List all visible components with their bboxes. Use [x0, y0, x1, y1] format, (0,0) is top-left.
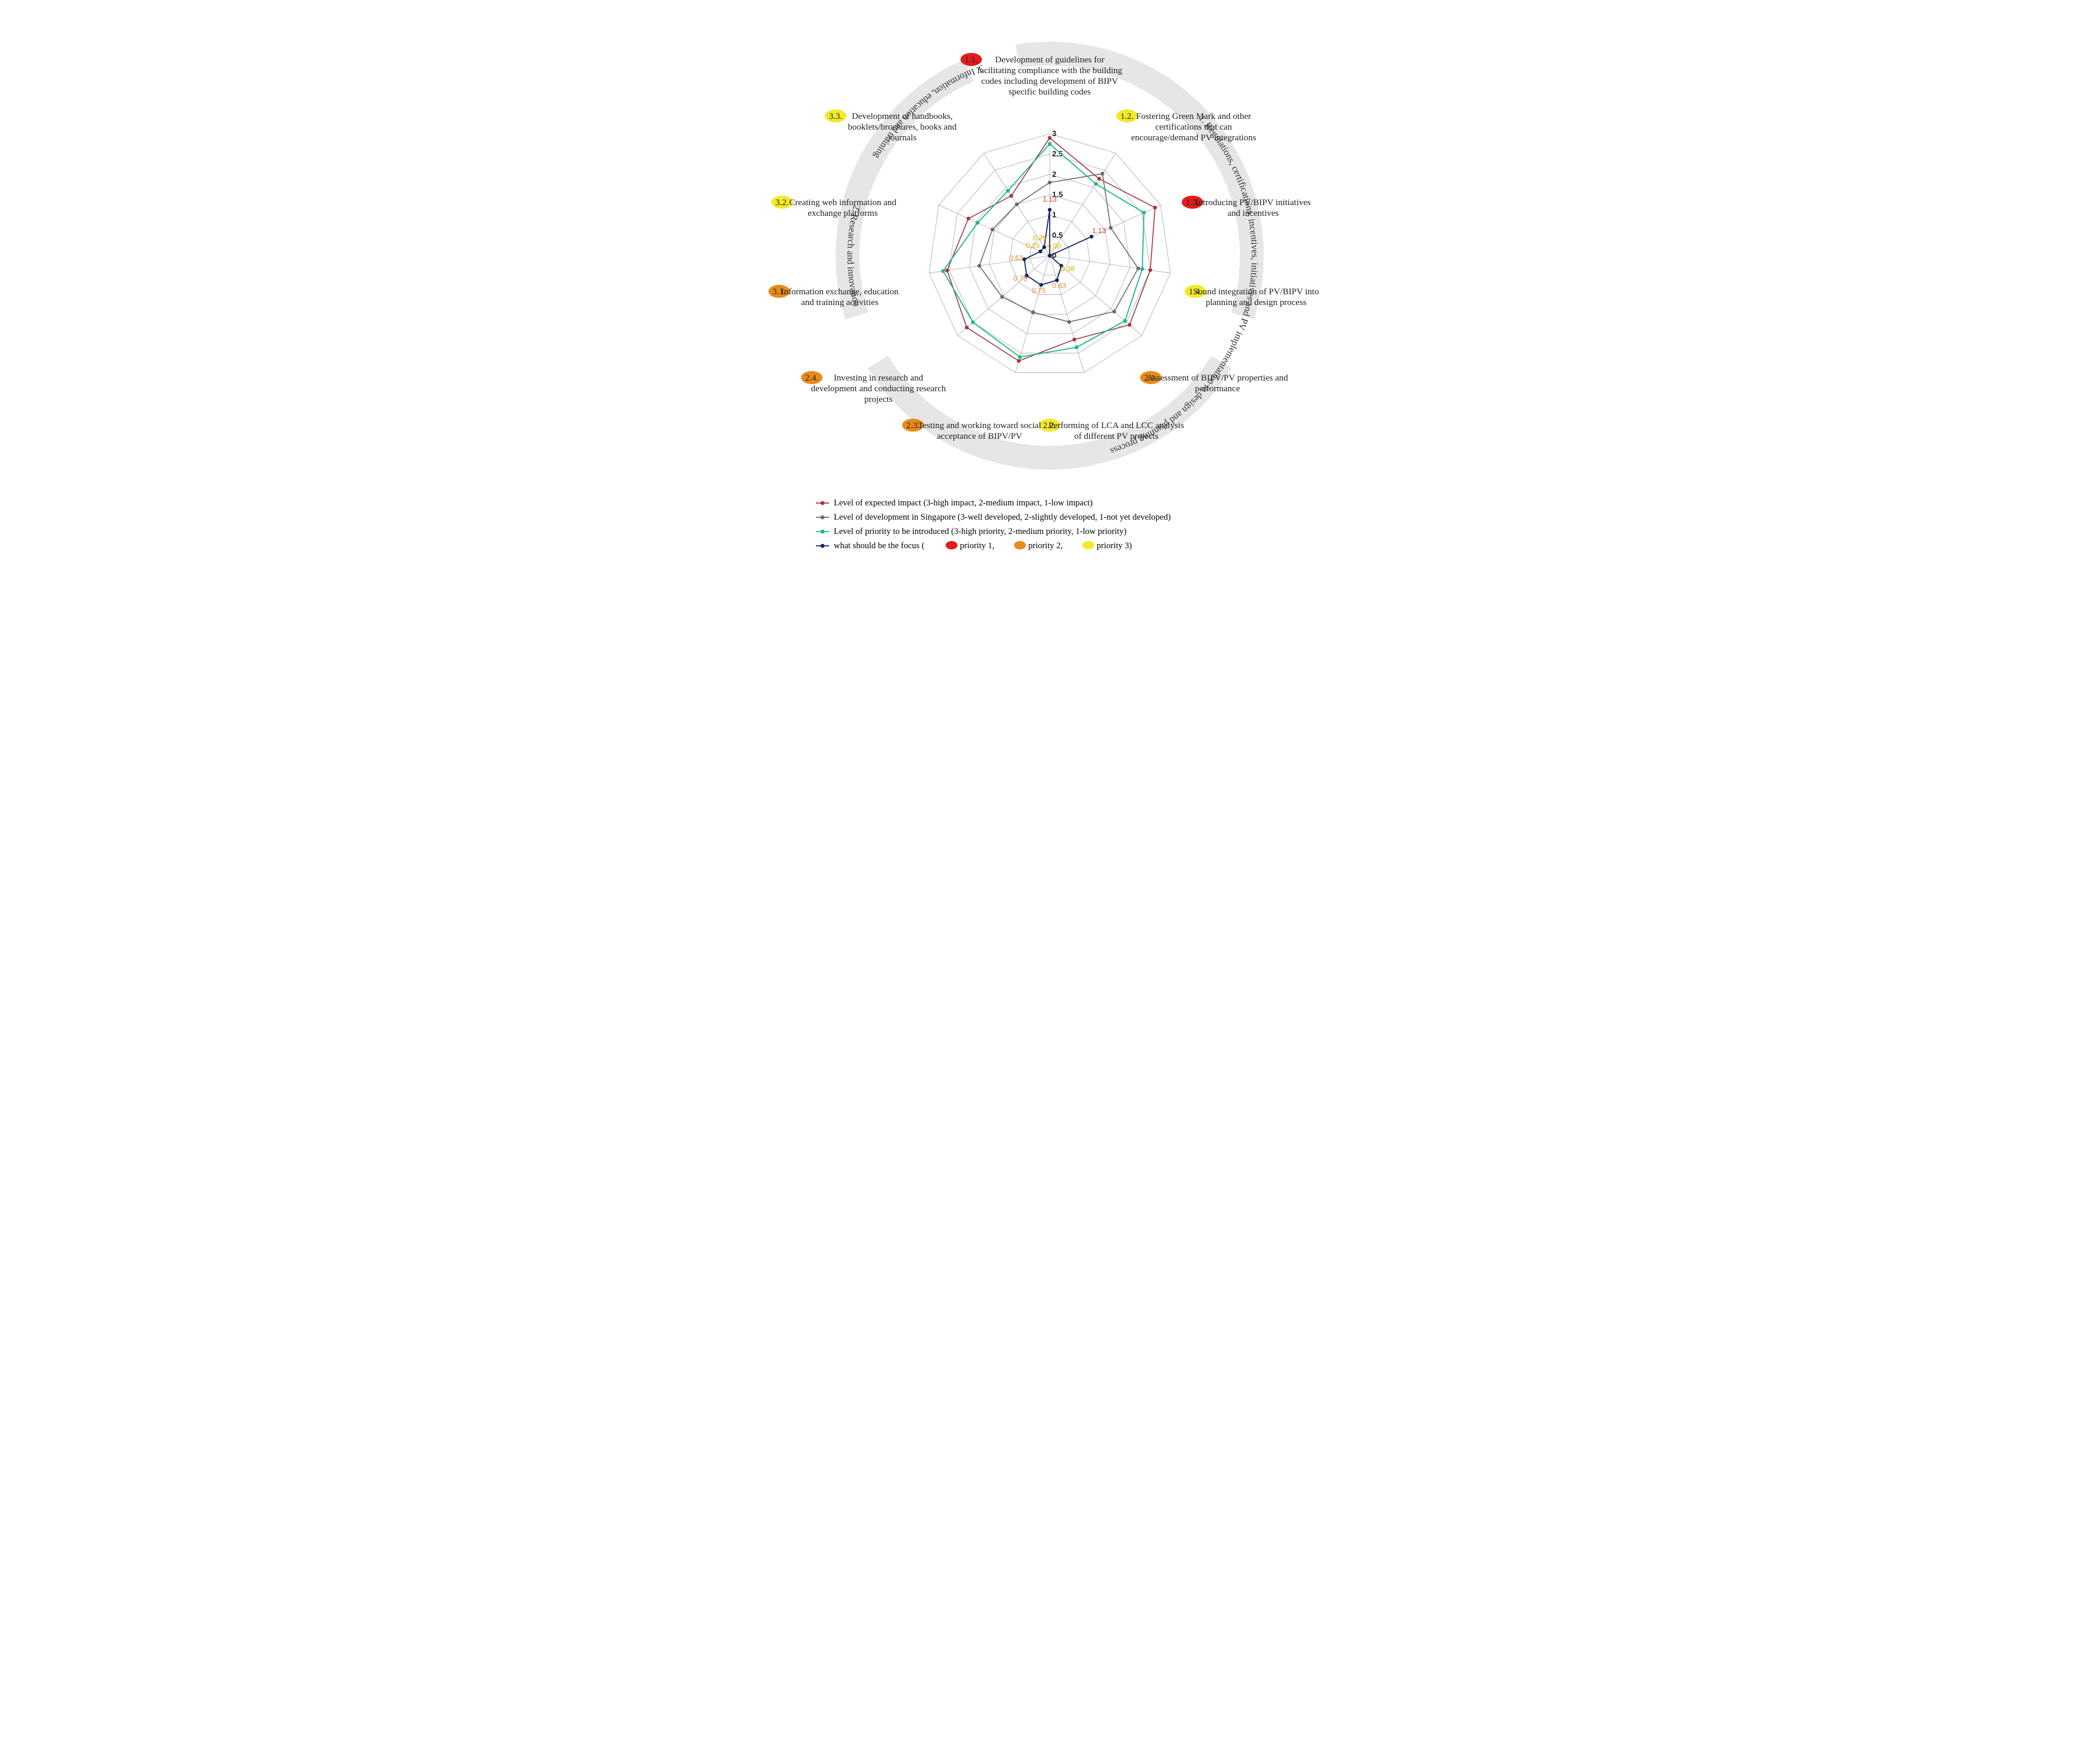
- series-point: [1031, 310, 1035, 314]
- scale-tick: 1: [1052, 210, 1056, 219]
- legend-label: what should be the focus (: [834, 541, 925, 551]
- legend-priority-label: priority 2,: [1028, 541, 1063, 551]
- focus-value-label: 1.13: [1043, 195, 1057, 203]
- scale-tick: 3: [1052, 129, 1056, 138]
- legend-priority-marker: [1014, 541, 1026, 549]
- series-point: [1097, 177, 1101, 180]
- axis-label: 1.3.Introducing PV/BIPV initiativesand i…: [1182, 196, 1311, 218]
- focus-value-label: 0.25: [1033, 234, 1047, 242]
- series-point: [1137, 266, 1140, 270]
- scale-tick: 0.5: [1052, 231, 1063, 240]
- focus-value-label: 0.63: [1052, 282, 1066, 290]
- axis-label: 2.1.Assessment of BIPV/PV properties and…: [1140, 371, 1288, 394]
- axis-number: 3.3.: [829, 112, 843, 121]
- series-point: [1017, 359, 1021, 363]
- series-point: [1068, 320, 1071, 323]
- series-point: [977, 264, 981, 268]
- focus-value-label: 1.13: [1092, 227, 1106, 235]
- legend-label: Level of development in Singapore (3-wel…: [834, 513, 1171, 522]
- axis-label-text: Development of guidelines forfacilitatin…: [977, 55, 1123, 97]
- axis-number: 1.2.: [1120, 112, 1134, 121]
- legend-swatch-dot: [821, 501, 825, 505]
- axis-label-text: Development of handbooks,booklets/brochu…: [848, 112, 957, 143]
- series-point: [1142, 210, 1145, 214]
- legend-priority-label: priority 1,: [960, 541, 994, 551]
- focus-value-label: 0.75: [1013, 275, 1028, 283]
- axis-number: 2.4.: [805, 373, 819, 383]
- series-point: [965, 326, 968, 329]
- legend-swatch-dot: [821, 530, 825, 534]
- axis-number: 3.2.: [776, 198, 789, 208]
- series-point: [1094, 182, 1097, 186]
- series-point: [1153, 206, 1157, 209]
- series-point: [945, 269, 949, 272]
- series-point: [1048, 142, 1051, 146]
- series-point: [1009, 194, 1013, 197]
- series-point: [1006, 189, 1010, 193]
- series-point: [1112, 310, 1116, 313]
- ring-section-label: 1. Regulations, certifications, incentiv…: [1109, 113, 1260, 456]
- series-point: [1072, 338, 1076, 341]
- series-point: [1090, 235, 1093, 238]
- series-point: [1000, 295, 1004, 298]
- series-point: [1128, 323, 1131, 326]
- series-point: [1100, 172, 1104, 175]
- axis-label: 1.2.Fostering Green Mark and othercertif…: [1116, 109, 1256, 143]
- legend-priority-marker: [1082, 541, 1094, 549]
- focus-value-label: 0.25: [1026, 241, 1040, 250]
- series-point: [1140, 267, 1144, 271]
- axis-label: 3.3. Development of handbooks,booklets/br…: [825, 109, 957, 143]
- series-point: [1148, 268, 1152, 272]
- grid-spoke: [958, 256, 1050, 335]
- axis-number: 1.1.: [965, 55, 978, 65]
- series-point: [1075, 345, 1078, 349]
- series-point: [1048, 254, 1051, 257]
- legend-label: Level of expected impact (3-high impact,…: [834, 498, 1093, 508]
- series-point: [1048, 208, 1051, 212]
- series-point: [1038, 250, 1042, 253]
- axis-label-text: Fostering Green Mark and othercertificat…: [1131, 112, 1257, 143]
- series-point: [1015, 203, 1018, 206]
- scale-tick: 2: [1052, 169, 1056, 178]
- series-point: [976, 221, 980, 224]
- focus-value-label: 0.38: [1061, 265, 1075, 273]
- series-point: [1048, 136, 1051, 140]
- legend-priority-label: priority 3): [1097, 541, 1132, 551]
- axis-label-text: Investing in research anddevelopment and…: [811, 373, 946, 404]
- series-point: [1048, 181, 1051, 184]
- series-point: [971, 320, 975, 324]
- series-priority_intro: [943, 144, 1144, 357]
- legend: Level of expected impact (3-high impact,…: [816, 498, 1171, 551]
- series-point: [1043, 245, 1046, 249]
- focus-value-label: 0.00: [1047, 242, 1062, 250]
- axis-label: 2.2.Performing of LCA and LCC analysisof…: [1039, 419, 1184, 441]
- legend-priority-marker: [946, 541, 958, 549]
- series-point: [990, 228, 994, 231]
- axis-label: 1.4.Sound integration of PV/BIPV intopla…: [1185, 285, 1319, 307]
- series-point: [1123, 319, 1126, 322]
- axis-label: 2.3.Testing and working toward socialacc…: [902, 419, 1041, 441]
- series-point: [1109, 226, 1112, 230]
- series-point: [966, 216, 970, 220]
- legend-swatch-dot: [821, 516, 825, 520]
- legend-label: Level of priority to be introduced (3-hi…: [834, 527, 1126, 536]
- axis-label: 3.2.Creating web information andexchange…: [771, 196, 897, 218]
- axis-label: 3.1.Information exchange, educationand t…: [768, 285, 899, 307]
- focus-value-label: 0.63: [1009, 254, 1024, 262]
- focus-value-label: 0.75: [1032, 287, 1046, 295]
- legend-swatch-dot: [821, 544, 825, 548]
- series-point: [941, 269, 945, 273]
- series-point: [1018, 355, 1022, 359]
- axis-label: 1.1.Development of guidelines forfacilit…: [960, 53, 1123, 97]
